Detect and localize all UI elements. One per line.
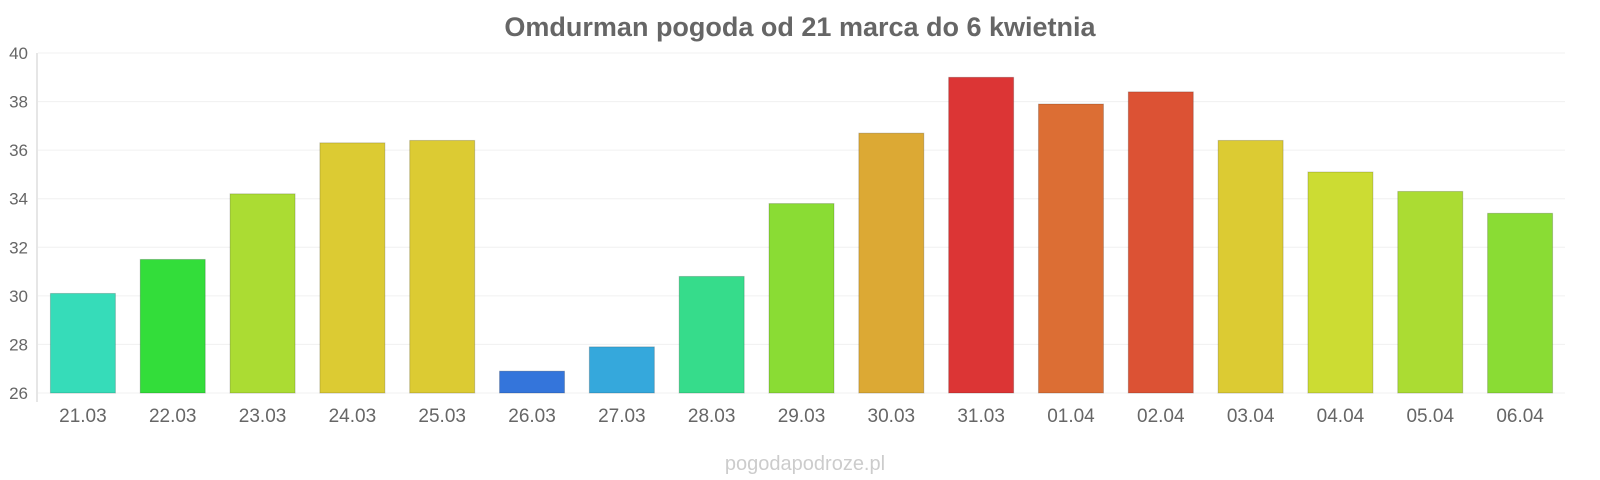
x-tick-label: 27.03 <box>598 406 646 427</box>
x-tick-label: 31.03 <box>957 406 1005 427</box>
bar-28.03 <box>678 275 745 394</box>
x-tick-label: 26.03 <box>508 406 556 427</box>
bar-01.04 <box>1037 103 1104 394</box>
x-tick-label: 02.04 <box>1137 406 1185 427</box>
y-tick-label: 38 <box>9 93 28 112</box>
y-tick-label: 26 <box>9 384 28 403</box>
y-tick-label: 36 <box>9 141 28 160</box>
x-tick-label: 24.03 <box>329 406 377 427</box>
x-tick-label: 04.04 <box>1317 406 1365 427</box>
x-tick-label: 06.04 <box>1496 406 1544 427</box>
x-tick-label: 05.04 <box>1406 406 1454 427</box>
bar-03.04 <box>1217 139 1284 394</box>
bar-25.03 <box>409 139 476 394</box>
bar-23.03 <box>229 193 296 394</box>
bar-05.04 <box>1397 190 1464 394</box>
bar-04.04 <box>1307 171 1374 394</box>
x-tick-label: 30.03 <box>868 406 916 427</box>
x-tick-label: 28.03 <box>688 406 736 427</box>
bar-21.03 <box>49 292 116 394</box>
bar-27.03 <box>588 346 655 394</box>
bar-26.03 <box>499 370 566 394</box>
chart-title: Omdurman pogoda od 21 marca do 6 kwietni… <box>504 12 1096 42</box>
y-axis-ticks: 26 28 30 32 34 36 38 40 <box>9 44 28 403</box>
bar-31.03 <box>948 76 1015 394</box>
x-tick-label: 22.03 <box>149 406 197 427</box>
x-tick-label: 25.03 <box>418 406 466 427</box>
y-tick-label: 40 <box>9 44 28 63</box>
y-tick-label: 28 <box>9 335 28 354</box>
bar-06.04 <box>1487 212 1554 394</box>
bar-30.03 <box>858 132 925 394</box>
x-tick-label: 21.03 <box>59 406 107 427</box>
bar-29.03 <box>768 203 835 394</box>
y-tick-label: 34 <box>9 190 28 209</box>
x-tick-label: 29.03 <box>778 406 826 427</box>
y-tick-label: 30 <box>9 287 28 306</box>
x-tick-label: 01.04 <box>1047 406 1095 427</box>
source-label: pogodapodroze.pl <box>725 453 885 475</box>
bar-22.03 <box>139 258 206 394</box>
x-tick-label: 03.04 <box>1227 406 1275 427</box>
bar-24.03 <box>319 142 386 394</box>
y-tick-label: 32 <box>9 238 28 257</box>
bar-02.04 <box>1127 91 1194 394</box>
x-axis-ticks: 21.03 22.03 23.03 24.03 25.03 26.03 27.03 28.03… <box>59 406 1544 427</box>
bars <box>49 76 1554 394</box>
x-tick-label: 23.03 <box>239 406 287 427</box>
